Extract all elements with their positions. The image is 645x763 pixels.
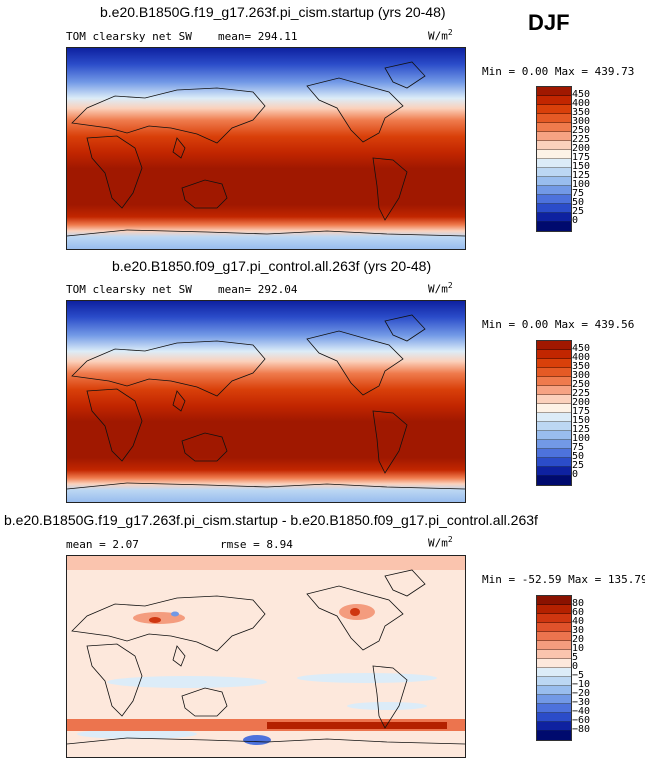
panel-1-tick: 125: [572, 170, 591, 181]
panel-1-tick: 150: [572, 161, 591, 172]
panel-2-title: b.e20.B1850.f09_g17.pi_control.all.263f …: [112, 258, 432, 274]
panel-2-tick: 150: [572, 415, 591, 426]
panel-2-tick: 75: [572, 442, 585, 453]
panel-2-tick: 200: [572, 397, 591, 408]
panel-3-tick: −80: [572, 724, 591, 735]
panel-1-units: W/m2: [428, 28, 453, 43]
panel-2-tick: 450: [572, 343, 591, 354]
panel-3-tick: 20: [572, 634, 585, 645]
panel-1-tick: 0: [572, 215, 579, 226]
panel-1-tick: 450: [572, 89, 591, 100]
panel-3-colorbar: [536, 595, 572, 741]
panel-3-units: W/m2: [428, 535, 453, 550]
panel-2-tick: 125: [572, 424, 591, 435]
panel-1-variable-label: TOM clearsky net SW: [66, 30, 192, 43]
panel-3-minmax: Min = -52.59 Max = 135.79: [482, 573, 645, 586]
panel-3-map: [66, 555, 466, 758]
panel-1-tick: 250: [572, 125, 591, 136]
panel-1-tick: 50: [572, 197, 585, 208]
panel-1-tick: 175: [572, 152, 591, 163]
panel-1-tick: 400: [572, 98, 591, 109]
panel-1-mean: mean= 294.11: [218, 30, 298, 43]
panel-2-tick: 300: [572, 370, 591, 381]
panel-2-tick: 0: [572, 469, 579, 480]
panel-1-map: [66, 47, 466, 250]
panel-2-minmax: Min = 0.00 Max = 439.56: [482, 318, 635, 331]
panel-1-title: b.e20.B1850G.f19_g17.263f.pi_cism.startu…: [100, 4, 446, 20]
panel-1-tick: 75: [572, 188, 585, 199]
panel-1-colorbar: [536, 86, 572, 232]
panel-3-tick: −40: [572, 706, 591, 717]
panel-2-colorbar: [536, 340, 572, 486]
panel-3-tick: 0: [572, 661, 579, 672]
panel-3-tick: −20: [572, 688, 591, 699]
panel-3-rmse: rmse = 8.94: [220, 538, 293, 551]
panel-3-tick: −60: [572, 715, 591, 726]
panel-3-tick: 60: [572, 607, 585, 618]
panel-3-tick: −5: [572, 670, 585, 681]
panel-2-units: W/m2: [428, 281, 453, 296]
panel-3-tick: 10: [572, 643, 585, 654]
panel-1-tick: 100: [572, 179, 591, 190]
panel-2-tick: 175: [572, 406, 591, 417]
panel-2-tick: 25: [572, 460, 585, 471]
panel-1-tick: 200: [572, 143, 591, 154]
panel-3-mean: mean = 2.07: [66, 538, 139, 551]
panel-3-tick: 40: [572, 616, 585, 627]
panel-3-tick: 30: [572, 625, 585, 636]
panel-3-tick: −10: [572, 679, 591, 690]
panel-3-tick: 80: [572, 598, 585, 609]
panel-2-mean: mean= 292.04: [218, 283, 298, 296]
panel-1-tick: 225: [572, 134, 591, 145]
panel-1-minmax: Min = 0.00 Max = 439.73: [482, 65, 635, 78]
panel-3-tick: 5: [572, 652, 579, 663]
panel-1-tick: 25: [572, 206, 585, 217]
panel-2-tick: 400: [572, 352, 591, 363]
panel-1-tick: 300: [572, 116, 591, 127]
panel-2-variable-label: TOM clearsky net SW: [66, 283, 192, 296]
season-label: DJF: [528, 10, 570, 35]
panel-2-tick: 225: [572, 388, 591, 399]
panel-2-tick: 350: [572, 361, 591, 372]
panel-3-title: b.e20.B1850G.f19_g17.263f.pi_cism.startu…: [4, 512, 538, 528]
panel-2-tick: 100: [572, 433, 591, 444]
panel-1-tick: 350: [572, 107, 591, 118]
panel-2-tick: 250: [572, 379, 591, 390]
panel-2-map: [66, 300, 466, 503]
panel-3-tick: −30: [572, 697, 591, 708]
panel-2-tick: 50: [572, 451, 585, 462]
